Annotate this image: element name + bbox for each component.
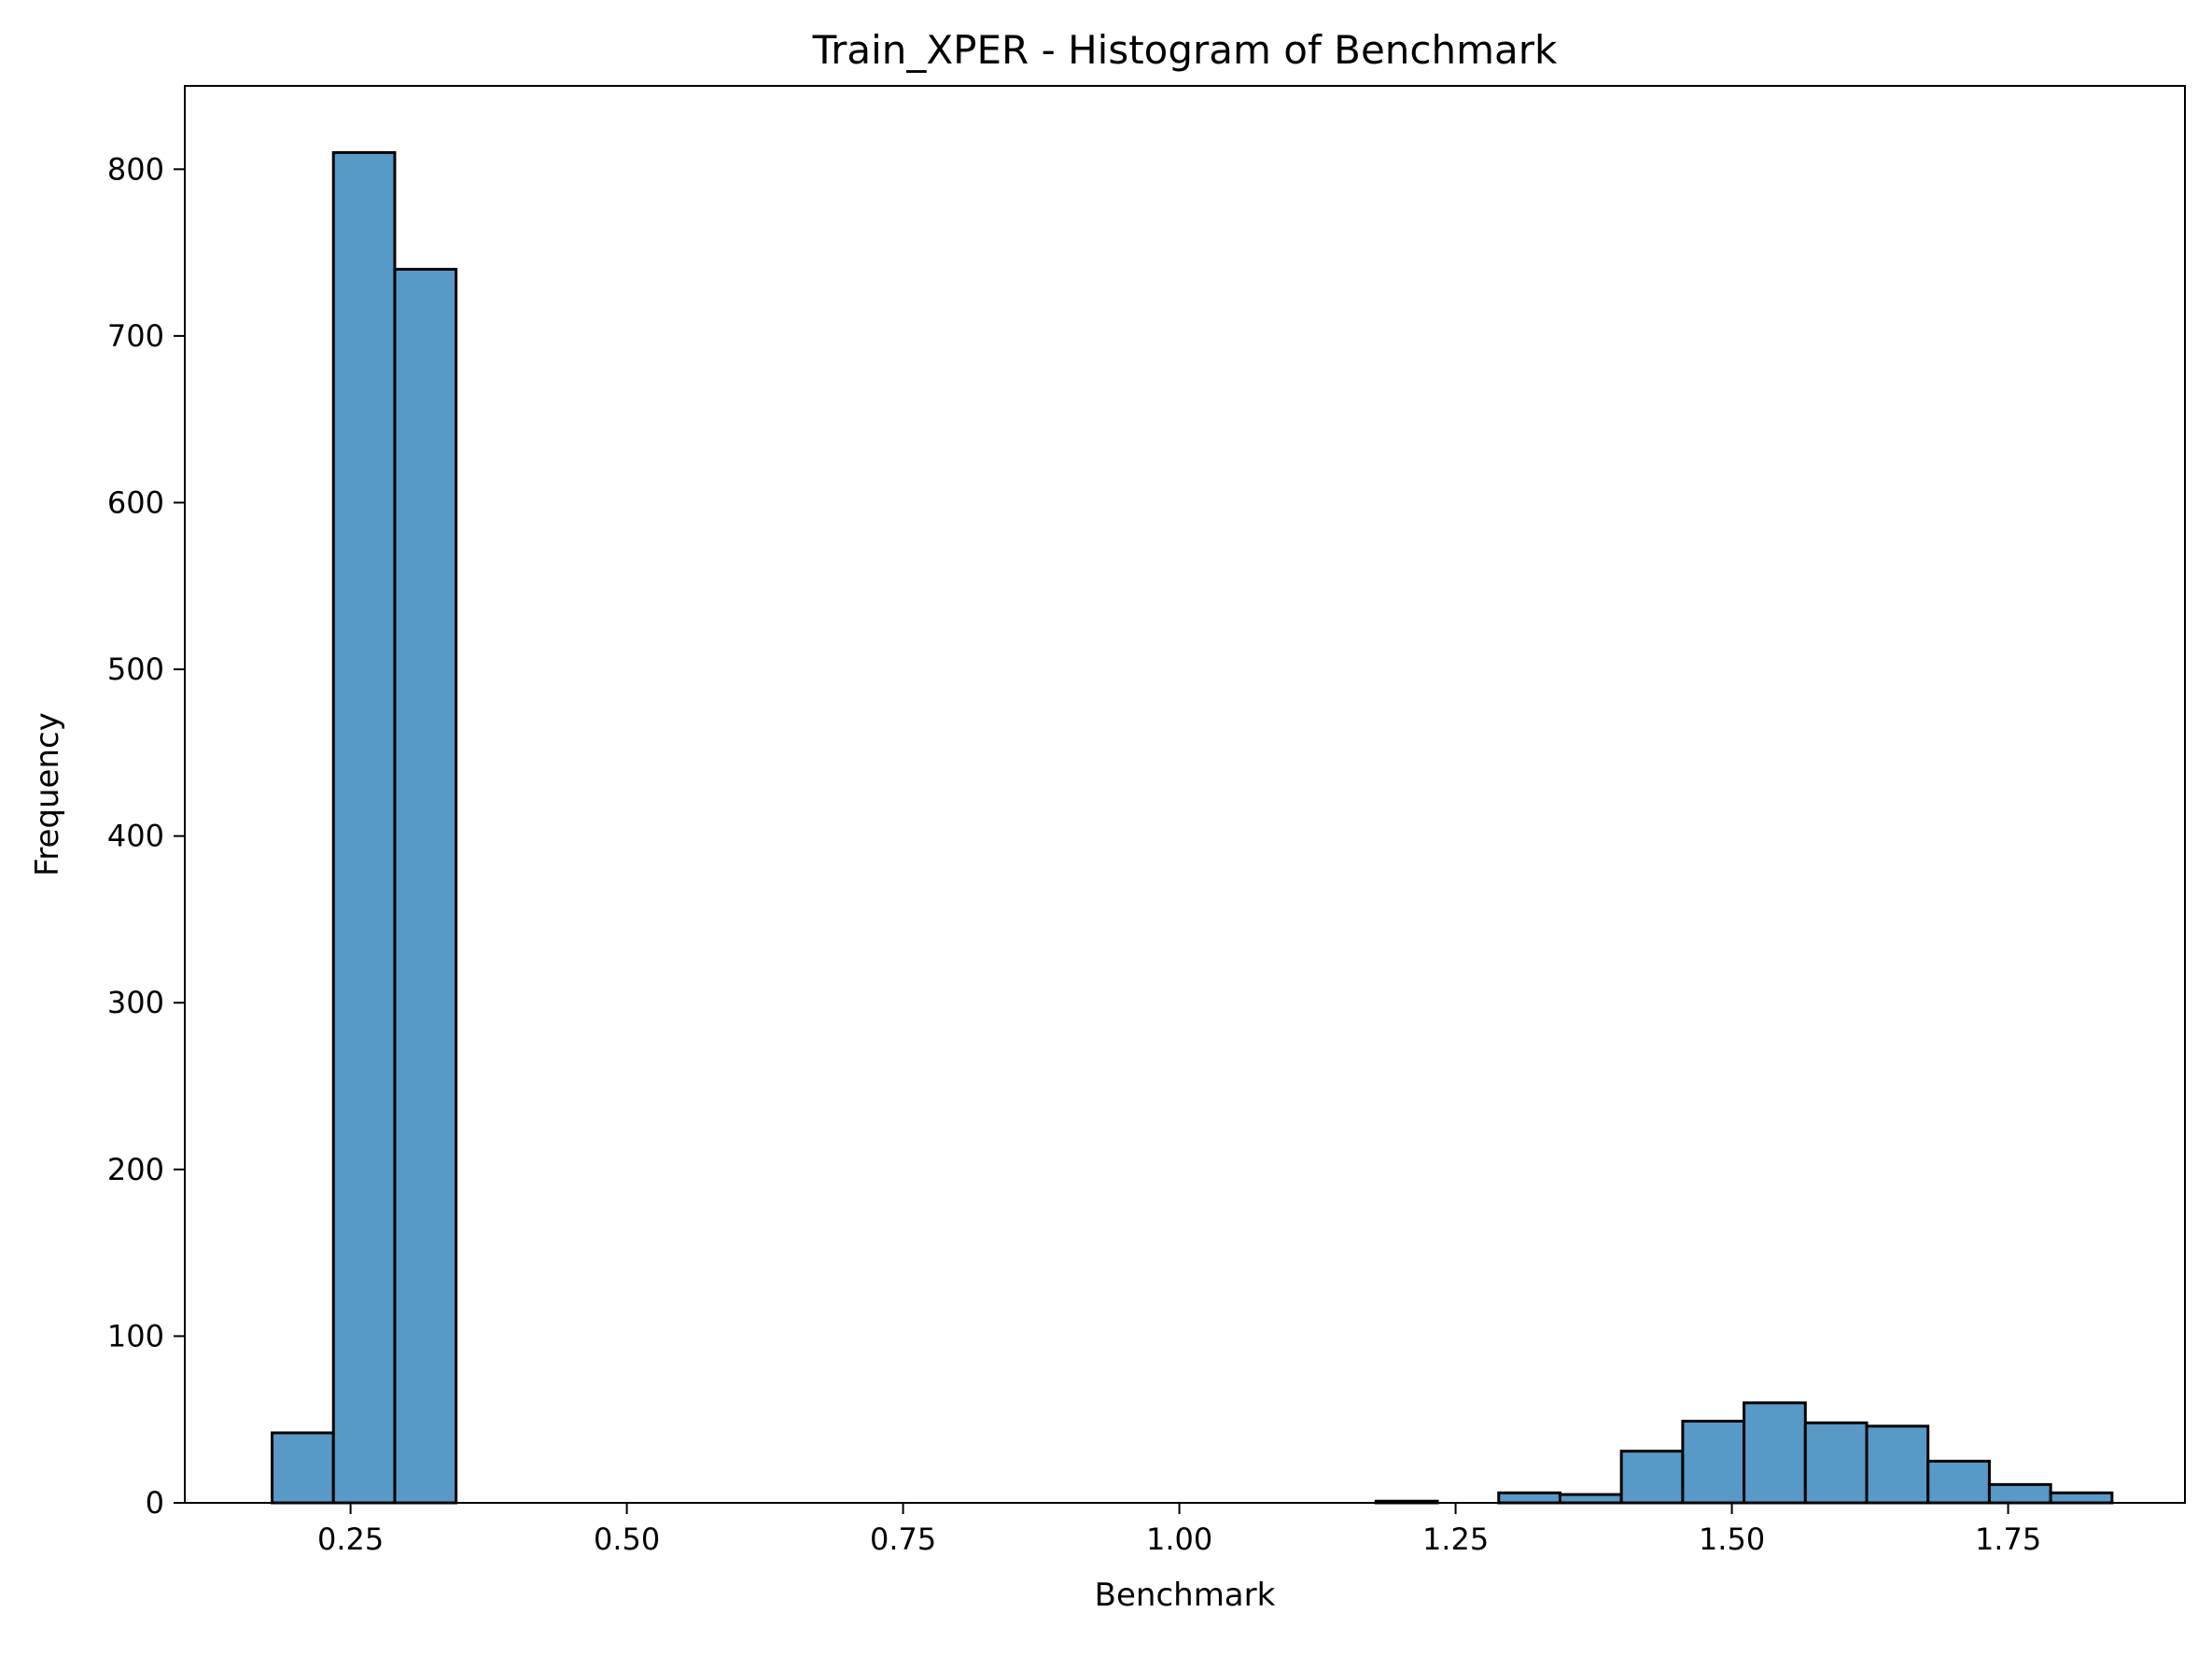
x-tick-label: 1.50 <box>1699 1522 1765 1557</box>
x-axis-ticks: 0.25 0.50 0.75 1.00 1.25 1.50 1.75 <box>317 1503 2041 1557</box>
histogram-bar <box>393 267 458 1505</box>
histogram-bar <box>1743 1401 1807 1505</box>
histogram-bar <box>1558 1493 1623 1505</box>
histogram-bar <box>1803 1421 1869 1505</box>
x-tick-label: 1.25 <box>1422 1522 1489 1557</box>
histogram-bar <box>2049 1491 2114 1505</box>
x-tick-label: 0.75 <box>870 1522 936 1557</box>
histogram-bar <box>1987 1482 2052 1505</box>
histogram-bar <box>331 150 397 1505</box>
y-tick-label: 800 <box>107 151 164 187</box>
bars-layer <box>271 150 2114 1505</box>
x-tick-label: 1.00 <box>1146 1522 1212 1557</box>
histogram-bar <box>271 1431 335 1505</box>
histogram-bar <box>1926 1459 1991 1505</box>
y-axis-label: Frequency <box>29 712 66 877</box>
x-tick-label: 0.25 <box>317 1522 384 1557</box>
y-tick-label: 200 <box>107 1152 164 1187</box>
histogram-bar <box>1865 1424 1930 1505</box>
histogram-bar <box>1497 1491 1561 1505</box>
y-tick-label: 600 <box>107 484 164 520</box>
y-tick-label: 700 <box>107 318 164 354</box>
y-tick-label: 500 <box>107 652 164 687</box>
x-tick-label: 1.75 <box>1975 1522 2041 1557</box>
x-axis-label: Benchmark <box>1095 1577 1276 1614</box>
x-tick-label: 0.50 <box>594 1522 660 1557</box>
y-tick-label: 100 <box>107 1318 164 1353</box>
y-tick-label: 300 <box>107 985 164 1020</box>
y-axis-ticks: 0 100 200 300 400 500 600 700 800 <box>107 151 185 1521</box>
y-tick-label: 0 <box>146 1485 164 1521</box>
histogram-bar <box>1619 1450 1685 1505</box>
histogram-bar <box>1681 1419 1746 1505</box>
plot-frame <box>184 85 2186 1504</box>
y-tick-label: 400 <box>107 819 164 854</box>
chart-title: Train_XPER - Histogram of Benchmark <box>812 27 1558 73</box>
